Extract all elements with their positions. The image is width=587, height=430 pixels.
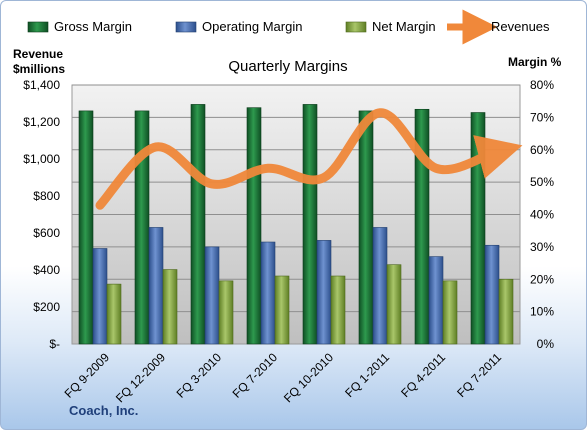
legend-swatch <box>345 21 367 33</box>
net-margin-bar <box>498 278 514 345</box>
operating-margin-bar <box>316 240 332 345</box>
right-tick-label: 20% <box>530 272 554 286</box>
gross-margin-bar <box>470 112 486 345</box>
left-axis-title-line2: $millions <box>13 62 65 76</box>
gross-margin-bar <box>358 110 374 345</box>
right-tick-label: 10% <box>530 305 554 319</box>
x-tick-label: FQ 7-2011 <box>454 350 504 400</box>
right-tick-label: 50% <box>530 175 554 189</box>
gross-margin-bar <box>190 104 206 345</box>
left-axis-ticks: $- $200 $400 $600 $800 $1,000 $1,200 $1,400 <box>23 78 60 351</box>
net-margin-bar <box>106 283 122 345</box>
left-tick-label: $1,400 <box>23 78 60 92</box>
right-tick-label: 80% <box>530 78 554 92</box>
net-margin-bar <box>274 275 290 345</box>
right-axis-title: Margin % <box>508 55 562 69</box>
right-tick-label: 60% <box>530 143 554 157</box>
gross-margin-bar <box>134 110 150 345</box>
operating-margin-bar <box>148 227 164 345</box>
x-tick-label: FQ 1-2011 <box>342 350 392 400</box>
net-margin-bar <box>442 280 458 345</box>
operating-margin-bar <box>372 227 388 345</box>
operating-margin-bar <box>484 244 500 345</box>
legend-swatch <box>27 21 49 33</box>
left-tick-label: $400 <box>33 263 60 277</box>
net-margin-bar <box>330 275 346 345</box>
x-tick-label: FQ 4-2011 <box>398 350 448 400</box>
left-axis-title: Revenue <box>13 47 63 61</box>
legend: Gross Margin Operating Margin Net Margin Re… <box>27 9 550 45</box>
revenue-line-path <box>95 108 523 210</box>
left-tick-label: $600 <box>33 226 60 240</box>
net-margin-bar <box>218 280 234 345</box>
legend-label: Revenues <box>491 19 550 34</box>
right-tick-label: 70% <box>530 110 554 124</box>
gross-margin-bar <box>246 107 262 345</box>
company-name: Coach, Inc. <box>69 403 138 418</box>
legend-label: Gross Margin <box>54 19 132 34</box>
left-tick-label: $200 <box>33 300 60 314</box>
gross-margin-bar <box>414 108 430 345</box>
left-tick-label: $- <box>49 337 60 351</box>
operating-margin-bar <box>204 246 220 345</box>
left-tick-label: $1,200 <box>23 115 60 129</box>
net-margin-bar <box>162 269 178 345</box>
operating-margin-bar <box>260 241 276 345</box>
left-tick-label: $1,000 <box>23 152 60 166</box>
right-tick-label: 30% <box>530 240 554 254</box>
x-tick-label: FQ 9-2009 <box>62 350 113 401</box>
gross-margin-bar <box>78 110 94 345</box>
net-margin-bar <box>386 264 402 345</box>
chart-title: Quarterly Margins <box>228 58 347 75</box>
left-tick-label: $800 <box>33 189 60 203</box>
operating-margin-bar <box>428 256 444 345</box>
x-tick-label: FQ 7-2010 <box>230 350 281 401</box>
x-axis-ticks: FQ 9-2009 FQ 12-2009 FQ 3-2010 FQ 7-2010 FQ … <box>62 350 505 405</box>
legend-swatch <box>175 21 197 33</box>
revenue-line <box>95 108 523 210</box>
right-tick-label: 0% <box>537 337 555 351</box>
legend-label: Operating Margin <box>202 19 302 34</box>
bars <box>78 104 514 345</box>
x-tick-label: FQ 10-2010 <box>281 350 336 405</box>
operating-margin-bar <box>92 248 108 345</box>
right-axis-ticks: 0% 10% 20% 30% 40% 50% 60% 70% 80% <box>530 78 554 351</box>
right-tick-label: 40% <box>530 208 554 222</box>
gross-margin-bar <box>302 104 318 345</box>
x-tick-label: FQ 3-2010 <box>174 350 225 401</box>
legend-label: Net Margin <box>372 19 436 34</box>
x-tick-label: FQ 12-2009 <box>113 350 168 405</box>
